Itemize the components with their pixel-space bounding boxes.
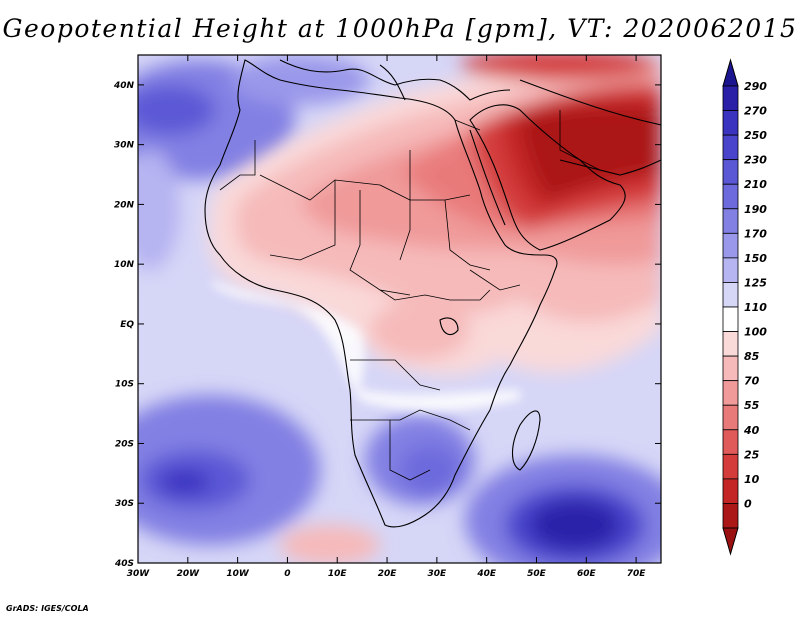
colorbar-swatch xyxy=(722,503,739,529)
grads-credit: GrADS: IGES/COLA xyxy=(6,604,89,613)
colorbar-label: 70 xyxy=(744,375,760,388)
colorbar-label: 290 xyxy=(744,80,767,93)
map-frame xyxy=(137,54,662,564)
colorbar-label: 10 xyxy=(744,473,760,486)
colorbar-bottom-arrow xyxy=(722,527,739,556)
colorbar-label: 210 xyxy=(744,178,767,191)
colorbar-label: 55 xyxy=(744,399,760,412)
y-axis: 40N 30N 20N 10N EQ 10S 20S 30S 40S xyxy=(113,81,661,569)
colorbar-swatch xyxy=(722,380,739,406)
x-tick-label: 10W xyxy=(226,569,250,579)
colorbar-swatch xyxy=(722,453,739,480)
colorbar-label: 25 xyxy=(744,448,760,461)
y-tick-label: EQ xyxy=(120,320,134,330)
colorbar-swatch xyxy=(722,306,739,332)
colorbar-swatch xyxy=(722,404,739,431)
colorbar-swatch xyxy=(722,134,739,161)
y-tick-label: 30N xyxy=(114,141,135,151)
colorbar-swatch xyxy=(722,85,739,111)
x-tick-label: 40E xyxy=(476,569,497,579)
shaded-field xyxy=(138,55,661,563)
colorbar-label: 125 xyxy=(744,276,767,289)
colorbar-label: 40 xyxy=(743,424,760,437)
y-tick-label: 10N xyxy=(114,260,135,270)
colorbar-label: 0 xyxy=(744,497,752,510)
colorbar-swatch xyxy=(722,110,739,136)
x-tick-label: 70E xyxy=(627,569,647,579)
colorbar-top-arrow xyxy=(722,58,739,87)
y-tick-label: 20N xyxy=(114,200,135,210)
coastlines xyxy=(204,59,661,528)
y-tick-label: 40N xyxy=(113,81,135,91)
colorbar-label: 230 xyxy=(744,154,767,167)
colorbar-swatch xyxy=(722,478,739,504)
y-tick-label: 40S xyxy=(114,559,134,569)
y-tick-label: 30S xyxy=(115,499,134,509)
x-tick-label: 20W xyxy=(177,569,201,579)
colorbar-label: 85 xyxy=(744,350,760,363)
colorbar-label: 110 xyxy=(744,301,767,314)
colorbar-swatch xyxy=(722,282,739,308)
x-tick-label: 50E xyxy=(527,569,547,579)
colorbar-label: 170 xyxy=(744,227,767,240)
colorbar-label: 150 xyxy=(744,252,767,265)
colorbar-swatch xyxy=(722,355,739,382)
colorbar-swatch xyxy=(722,429,739,455)
x-tick-label: 10E xyxy=(328,569,348,579)
y-tick-label: 20S xyxy=(115,439,134,449)
map-title: Geopotential Height at 1000hPa [gpm], VT… xyxy=(2,14,798,43)
x-axis: 30W 20W 10W 0 10E 20E 30E 40E 50E 60E 70E xyxy=(127,55,647,579)
colorbar-swatch xyxy=(722,331,739,357)
colorbar-swatch xyxy=(722,257,739,283)
colorbar: 2902702502302101901701501251101008570554… xyxy=(722,58,767,556)
colorbar-swatch xyxy=(722,232,739,259)
colorbar-label: 100 xyxy=(744,326,767,339)
colorbar-label: 250 xyxy=(744,129,767,142)
x-tick-label: 20E xyxy=(378,569,398,579)
colorbar-swatch xyxy=(722,183,739,210)
x-tick-label: 30E xyxy=(428,569,448,579)
y-tick-label: 10S xyxy=(115,380,134,390)
colorbar-swatch xyxy=(722,208,739,234)
colorbar-swatch xyxy=(722,159,739,185)
colorbar-label: 190 xyxy=(744,203,767,216)
x-tick-label: 60E xyxy=(577,569,597,579)
x-tick-label: 0 xyxy=(284,569,290,579)
colorbar-label: 270 xyxy=(744,105,767,118)
x-tick-label: 30W xyxy=(127,569,151,579)
